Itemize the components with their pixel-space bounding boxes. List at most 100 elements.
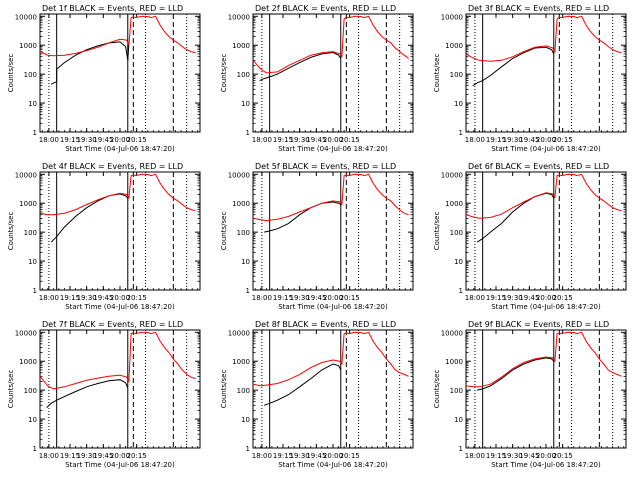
x-tick-label: 18:00 (252, 294, 272, 302)
x-tick-label: 20:15 (340, 452, 360, 460)
panel-det-3f: Det 3f BLACK = Events, RED = LLD 1 10 100 10… (433, 4, 627, 153)
x-tick-label: 20:15 (553, 136, 573, 144)
y-tick-label: 1 (246, 129, 250, 137)
y-tick-label: 10000 (15, 329, 37, 337)
y-axis-label: Counts/sec (220, 370, 228, 409)
series-lld-line (39, 331, 196, 390)
x-tick-label: 19:30 (290, 452, 310, 460)
plot-frame (39, 13, 201, 133)
plot-frame (465, 329, 627, 449)
x-tick-label: 19:15 (60, 136, 80, 144)
x-tick-label: 19:15 (486, 452, 506, 460)
y-tick-label: 100 (24, 229, 37, 237)
x-axis-label: Start Time (04-Jul-06 18:47:20) (491, 303, 601, 311)
panel-det-8f: Det 8f BLACK = Events, RED = LLD 1 10 100 10… (220, 320, 414, 469)
panel-det-6f: Det 6f BLACK = Events, RED = LLD 1 10 100 10… (433, 162, 627, 311)
series-lld-line (465, 173, 622, 219)
y-tick-label: 10 (28, 258, 37, 266)
x-tick-label: 18:00 (465, 294, 485, 302)
x-tick-label: 18:00 (465, 136, 485, 144)
x-tick-label: 20:15 (127, 136, 147, 144)
y-tick-label: 1 (33, 129, 37, 137)
y-tick-label: 100 (237, 71, 250, 79)
y-tick-label: 10 (454, 258, 463, 266)
y-tick-label: 1000 (19, 358, 37, 366)
y-axis-label: Counts/sec (433, 370, 441, 409)
x-axis-label: Start Time (04-Jul-06 18:47:20) (65, 145, 175, 153)
series-events-line (263, 201, 342, 233)
x-axis-label: Start Time (04-Jul-06 18:47:20) (278, 145, 388, 153)
series-events-line (476, 357, 555, 391)
series-events-line (476, 192, 555, 243)
x-tick-label: 19:15 (486, 294, 506, 302)
y-tick-label: 100 (450, 387, 463, 395)
y-tick-label: 10 (241, 100, 250, 108)
y-tick-label: 10000 (228, 171, 250, 179)
plot-frame (252, 13, 414, 133)
y-tick-label: 10000 (228, 329, 250, 337)
y-tick-label: 100 (450, 71, 463, 79)
x-tick-label: 18:00 (39, 294, 59, 302)
panel-title: Det 6f BLACK = Events, RED = LLD (468, 162, 609, 171)
y-tick-label: 1000 (445, 358, 463, 366)
y-tick-label: 100 (237, 387, 250, 395)
x-tick-label: 19:45 (93, 136, 113, 144)
x-tick-label: 19:15 (60, 452, 80, 460)
y-tick-label: 1000 (232, 42, 250, 50)
panel-det-2f: Det 2f BLACK = Events, RED = LLD 1 10 100 10… (220, 4, 414, 153)
y-tick-label: 1000 (19, 200, 37, 208)
y-tick-label: 1 (33, 287, 37, 295)
y-tick-label: 10000 (15, 13, 37, 21)
panel-det-5f: Det 5f BLACK = Events, RED = LLD 1 10 100 10… (220, 162, 414, 311)
plot-frame (39, 171, 201, 291)
y-tick-label: 1000 (445, 200, 463, 208)
panel-title: Det 4f BLACK = Events, RED = LLD (42, 162, 183, 171)
y-tick-label: 10000 (441, 13, 463, 21)
x-tick-label: 20:00 (110, 136, 130, 144)
panel-title: Det 3f BLACK = Events, RED = LLD (468, 4, 609, 13)
y-tick-label: 10 (454, 416, 463, 424)
x-tick-label: 19:30 (290, 294, 310, 302)
y-axis-label: Counts/sec (7, 212, 15, 251)
y-axis-label: Counts/sec (220, 54, 228, 93)
x-tick-label: 18:00 (252, 452, 272, 460)
y-tick-label: 1 (246, 445, 250, 453)
series-lld-line (252, 331, 409, 387)
x-tick-label: 20:00 (536, 294, 556, 302)
x-tick-label: 20:15 (553, 452, 573, 460)
x-tick-label: 19:45 (519, 136, 539, 144)
series-lld-line (465, 331, 622, 388)
x-tick-label: 18:00 (465, 452, 485, 460)
series-events-line (46, 379, 129, 408)
panel-title: Det 8f BLACK = Events, RED = LLD (255, 320, 396, 329)
x-tick-label: 19:15 (486, 136, 506, 144)
series-lld-line (252, 15, 409, 74)
x-axis-label: Start Time (04-Jul-06 18:47:20) (65, 303, 175, 311)
series-events-line (472, 46, 555, 87)
x-tick-label: 20:00 (323, 136, 343, 144)
panel-det-7f: Det 7f BLACK = Events, RED = LLD 1 10 100 10… (7, 320, 201, 469)
x-axis-label: Start Time (04-Jul-06 18:47:20) (491, 461, 601, 469)
panel-title: Det 2f BLACK = Events, RED = LLD (255, 4, 396, 13)
plot-frame (252, 171, 414, 291)
series-events-line (50, 41, 130, 85)
x-tick-label: 19:30 (77, 136, 97, 144)
plot-frame (39, 329, 201, 449)
series-events-line (50, 193, 129, 243)
panel-title: Det 5f BLACK = Events, RED = LLD (255, 162, 396, 171)
x-tick-label: 18:00 (252, 136, 272, 144)
panel-title: Det 1f BLACK = Events, RED = LLD (42, 4, 183, 13)
y-tick-label: 1 (459, 287, 463, 295)
y-tick-label: 10000 (228, 13, 250, 21)
series-lld-line (465, 15, 622, 62)
x-tick-label: 19:30 (290, 136, 310, 144)
y-tick-label: 10000 (15, 171, 37, 179)
y-tick-label: 10000 (441, 171, 463, 179)
x-tick-label: 19:15 (60, 294, 80, 302)
y-tick-label: 10 (454, 100, 463, 108)
y-tick-label: 10 (241, 258, 250, 266)
x-tick-label: 19:45 (93, 452, 113, 460)
x-tick-label: 19:45 (306, 294, 326, 302)
y-tick-label: 1000 (19, 42, 37, 50)
